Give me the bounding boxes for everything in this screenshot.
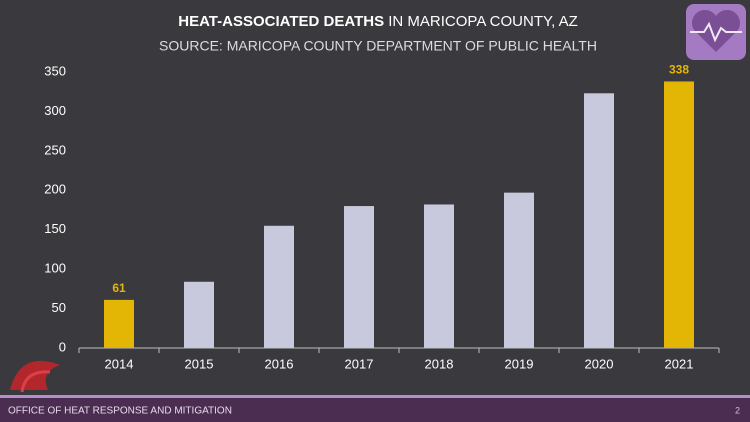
footer-line xyxy=(0,395,750,398)
bar xyxy=(664,81,694,348)
bar xyxy=(584,93,614,348)
y-tick-label: 0 xyxy=(59,339,66,354)
bar xyxy=(504,192,534,348)
footer-band xyxy=(0,398,750,422)
logo xyxy=(10,360,60,393)
logo-shape xyxy=(10,360,60,390)
y-tick-label: 300 xyxy=(44,103,66,118)
x-tick-label: 2014 xyxy=(105,356,134,371)
heart-icon xyxy=(686,4,746,60)
footer-text: OFFICE OF HEAT RESPONSE AND MITIGATION xyxy=(8,406,232,417)
pulse xyxy=(690,21,742,43)
x-tick-label: 2021 xyxy=(665,356,694,371)
bar xyxy=(424,204,454,348)
y-tick-label: 350 xyxy=(44,63,66,78)
bar xyxy=(264,225,294,348)
y-tick-label: 100 xyxy=(44,261,66,276)
logo-stroke xyxy=(20,370,51,393)
value-label: 61 xyxy=(112,281,126,295)
bar xyxy=(104,299,134,348)
title-bold: HEAT-ASSOCIATED DEATHS xyxy=(178,13,384,30)
chart-title: HEAT-ASSOCIATED DEATHS IN MARICOPA COUNT… xyxy=(178,13,578,30)
x-tick-label: 2015 xyxy=(185,356,214,371)
x-tick-label: 2019 xyxy=(505,356,534,371)
x-tick-label: 2016 xyxy=(265,356,294,371)
y-tick-label: 150 xyxy=(44,221,66,236)
x-tick-label: 2018 xyxy=(425,356,454,371)
heart xyxy=(691,9,741,53)
bar xyxy=(344,206,374,348)
page-number: 2 xyxy=(735,405,740,415)
chart-subtitle: SOURCE: MARICOPA COUNTY DEPARTMENT OF PU… xyxy=(159,38,597,54)
x-tick-label: 2020 xyxy=(585,356,614,371)
title-rest: IN MARICOPA COUNTY, AZ xyxy=(388,13,577,30)
bar xyxy=(184,281,214,348)
y-tick-label: 200 xyxy=(44,182,66,197)
x-tick-label: 2017 xyxy=(345,356,374,371)
value-label: 338 xyxy=(669,63,689,77)
y-tick-label: 250 xyxy=(44,142,66,157)
y-tick-label: 50 xyxy=(52,300,66,315)
